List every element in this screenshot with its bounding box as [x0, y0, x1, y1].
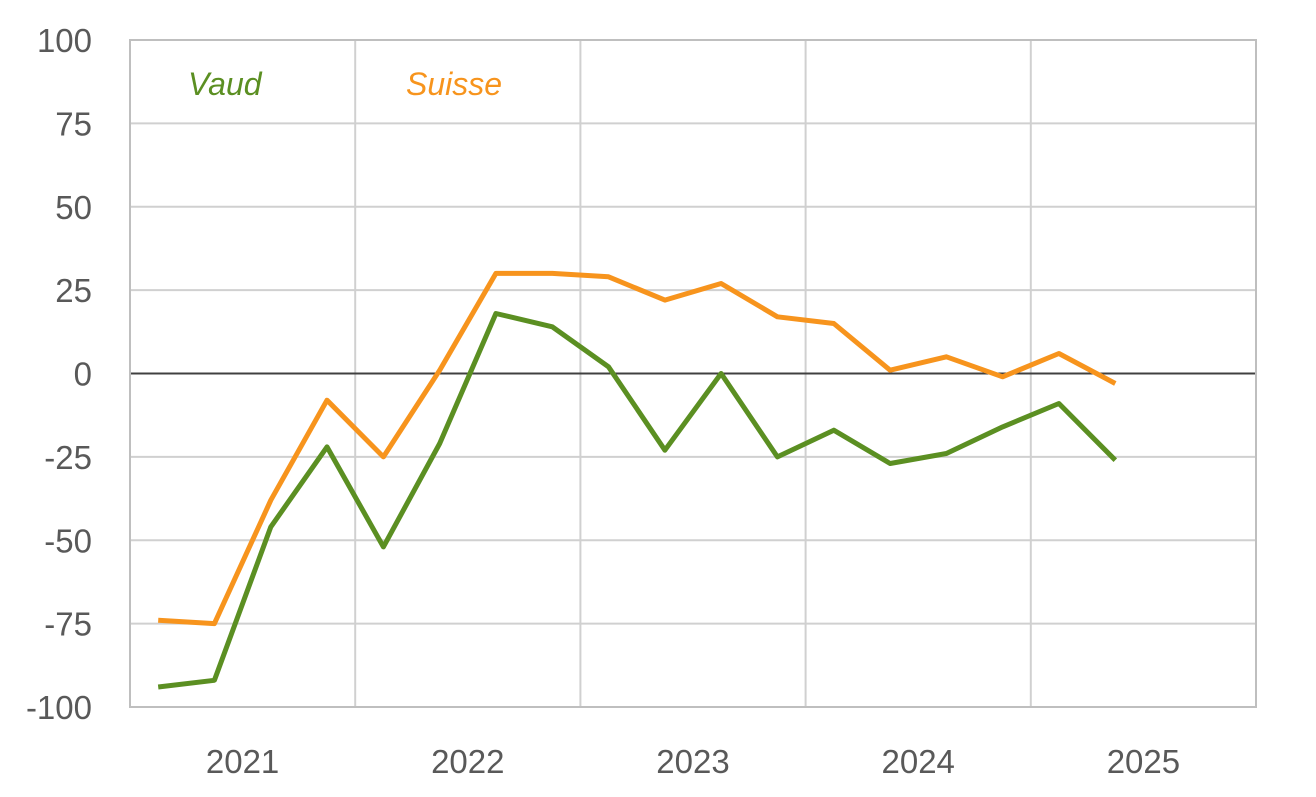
data-point-suisse	[158, 620, 159, 621]
data-point-vaud	[439, 443, 440, 444]
data-point-suisse	[270, 500, 271, 501]
data-point-suisse	[383, 456, 384, 457]
data-point-suisse	[777, 316, 778, 317]
y-axis-tick-labels: 100 75 50 25 0 -25 -50 -75 -100	[26, 22, 92, 726]
data-point-vaud	[946, 453, 947, 454]
y-tick-label: -50	[44, 522, 92, 559]
data-point-suisse	[327, 400, 328, 401]
data-point-vaud	[214, 680, 215, 681]
y-tick-label: 100	[37, 22, 92, 59]
x-tick-label: 2022	[431, 743, 504, 780]
x-axis-tick-labels: 2021 2022 2023 2024 2025	[206, 743, 1180, 780]
data-point-suisse	[1115, 383, 1116, 384]
data-point-suisse	[1058, 353, 1059, 354]
y-tick-label: 25	[55, 272, 92, 309]
data-point-suisse	[664, 300, 665, 301]
data-point-vaud	[158, 686, 159, 687]
data-point-vaud	[833, 430, 834, 431]
y-tick-label: 75	[55, 105, 92, 142]
data-point-suisse	[1002, 376, 1003, 377]
series-line-vaud	[157, 311, 1118, 690]
data-point-suisse	[721, 283, 722, 284]
data-point-vaud	[777, 456, 778, 457]
y-tick-label: 50	[55, 189, 92, 226]
data-point-vaud	[890, 463, 891, 464]
x-tick-label: 2021	[206, 743, 279, 780]
data-point-vaud	[495, 313, 496, 314]
data-point-vaud	[1002, 426, 1003, 427]
y-tick-label: -100	[26, 689, 92, 726]
data-point-vaud	[1058, 403, 1059, 404]
x-tick-label: 2024	[881, 743, 954, 780]
data-point-vaud	[664, 450, 665, 451]
data-point-suisse	[214, 623, 215, 624]
data-point-vaud	[721, 373, 722, 374]
series-line-suisse	[158, 270, 1117, 627]
y-tick-label: -75	[44, 606, 92, 643]
data-point-suisse	[552, 273, 553, 274]
data-point-vaud	[270, 526, 271, 527]
data-point-vaud	[1115, 460, 1116, 461]
legend-suisse: Suisse	[406, 66, 502, 102]
plot-area-border	[129, 39, 1257, 708]
data-point-suisse	[890, 370, 891, 371]
y-tick-label: -25	[44, 439, 92, 476]
data-point-vaud	[552, 326, 553, 327]
data-point-vaud	[383, 546, 384, 547]
series-lines	[157, 270, 1118, 690]
data-point-suisse	[833, 323, 834, 324]
data-point-vaud	[608, 366, 609, 367]
x-tick-label: 2025	[1107, 743, 1180, 780]
data-point-suisse	[946, 356, 947, 357]
x-tick-label: 2023	[656, 743, 729, 780]
data-point-vaud	[327, 446, 328, 447]
data-point-suisse	[439, 370, 440, 371]
data-point-suisse	[608, 276, 609, 277]
data-point-suisse	[495, 273, 496, 274]
y-tick-label: 0	[74, 356, 92, 393]
legend-vaud: Vaud	[188, 66, 263, 102]
